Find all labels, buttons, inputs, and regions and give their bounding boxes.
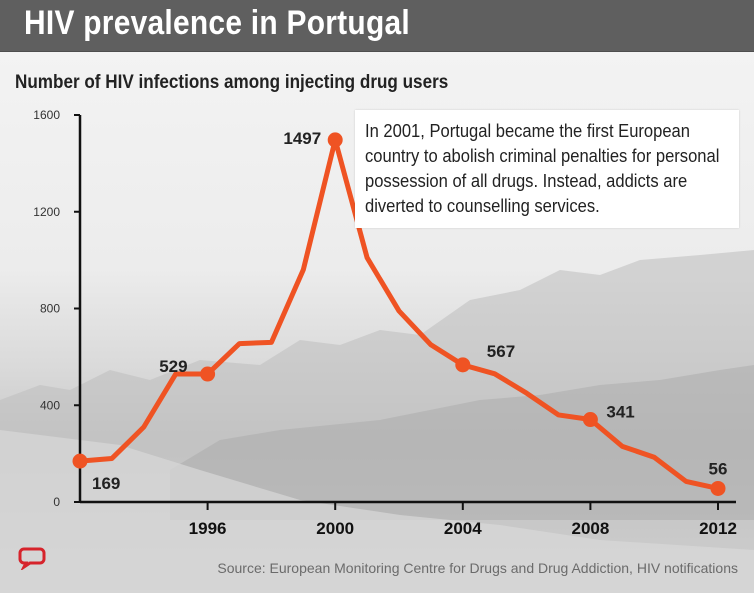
chart-ticks: 0 400 800 1200 1600 1996 2000 2004 2008 2012 (33, 108, 737, 538)
annotation-text: In 2001, Portugal became the first Europ… (365, 121, 720, 216)
data-label: 169 (92, 474, 120, 493)
x-tick-label: 2000 (316, 519, 354, 538)
x-tick-label: 1996 (189, 519, 227, 538)
source-note: Source: European Monitoring Centre for D… (217, 560, 738, 576)
x-tick-label: 2008 (571, 519, 609, 538)
data-label: 567 (487, 342, 515, 361)
chart-series (77, 137, 721, 491)
chart-subtitle: Number of HIV infections among injecting… (15, 72, 449, 93)
data-label: 529 (159, 357, 187, 376)
data-point (582, 412, 598, 428)
data-point (455, 357, 471, 373)
data-label: 1497 (283, 129, 321, 148)
y-tick-label: 400 (40, 398, 60, 412)
data-point (200, 366, 216, 382)
chart-points (72, 132, 726, 496)
data-label: 56 (709, 459, 728, 478)
y-tick-label: 800 (40, 302, 60, 316)
y-tick-label: 1200 (33, 205, 60, 219)
header-bar: HIV prevalence in Portugal (0, 0, 754, 52)
y-tick-label: 0 (53, 495, 60, 509)
data-point (72, 453, 88, 469)
x-tick-label: 2004 (444, 519, 482, 538)
y-tick-label: 1600 (33, 108, 60, 122)
page-title: HIV prevalence in Portugal (24, 4, 410, 42)
annotation-box: In 2001, Portugal became the first Europ… (355, 110, 739, 228)
speech-bubble-logo-icon (18, 547, 46, 570)
chart-data-labels: 169 529 1497 567 341 56 (92, 129, 727, 493)
x-tick-label: 2012 (699, 519, 737, 538)
series-line (77, 137, 721, 491)
data-label: 341 (606, 403, 634, 422)
data-point (710, 480, 726, 496)
data-point (327, 132, 343, 148)
